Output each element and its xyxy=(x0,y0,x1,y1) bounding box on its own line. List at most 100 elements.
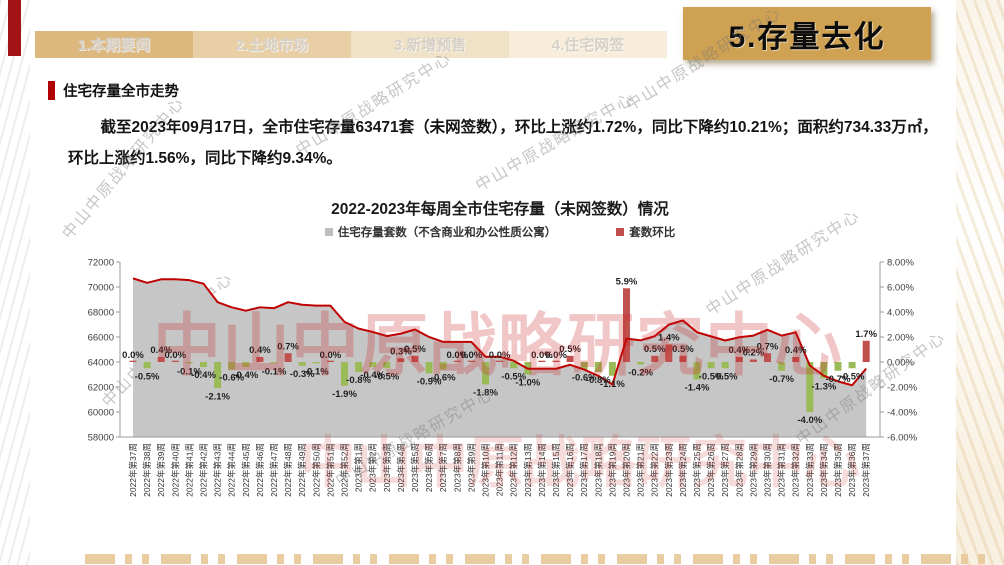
category-label: 2022年第52周 xyxy=(340,443,350,497)
bar-value-label: -4.0% xyxy=(797,415,822,426)
category-label: 2022年第43周 xyxy=(213,443,223,497)
category-label: 2023年第12周 xyxy=(509,443,519,497)
bar-value-label: -0.5% xyxy=(374,371,399,382)
left-edge-texture xyxy=(0,0,30,565)
bar-value-label: 0.0% xyxy=(461,350,483,361)
category-label: 2023年第5周 xyxy=(410,443,420,492)
category-label: 2022年第38周 xyxy=(142,443,152,497)
bar-value-label: -0.9% xyxy=(417,376,442,387)
category-label: 2022年第49周 xyxy=(297,443,307,497)
bar-value-label: -0.4% xyxy=(191,370,216,381)
chart-axes: 72000 70000 68000 66000 64000 62000 60000 58000… xyxy=(88,258,918,444)
tab-xinzeng-yushou[interactable]: 3.新增预售 xyxy=(351,31,509,58)
wow-bar xyxy=(820,362,828,379)
wow-bar xyxy=(566,355,574,362)
category-label: 2022年第51周 xyxy=(325,443,335,497)
category-label: 2022年第47周 xyxy=(269,443,279,497)
wow-bar xyxy=(228,362,236,370)
category-label: 2023年第19周 xyxy=(607,443,617,497)
wow-bar xyxy=(453,360,461,362)
category-label: 2023年第31周 xyxy=(777,443,787,497)
bar-value-label: -1.9% xyxy=(332,389,357,400)
wow-bar xyxy=(693,362,701,380)
category-label: 2023年第8周 xyxy=(452,443,462,492)
wow-bar xyxy=(129,360,137,362)
bar-value-label: -0.1% xyxy=(304,366,329,377)
category-label: 2023年第3周 xyxy=(382,443,392,492)
wow-bar xyxy=(411,355,419,362)
wow-bar xyxy=(806,362,814,412)
wow-bar xyxy=(651,355,659,362)
category-label: 2023年第24周 xyxy=(678,443,688,497)
legend-wow-label: 套数环比 xyxy=(629,227,676,239)
category-label: 2023年第32周 xyxy=(791,443,801,497)
bar-value-label: 5.9% xyxy=(616,276,638,287)
summary-paragraph: 截至2023年09月17日，全市住宅存量63471套（未网签数），环比上涨约1.… xyxy=(68,119,938,167)
left-tick-label: 62000 xyxy=(88,383,114,394)
category-label: 2023年第17周 xyxy=(579,443,589,497)
category-label: 2023年第22周 xyxy=(650,443,660,497)
bar-value-label: 0.0% xyxy=(446,350,468,361)
wow-bar xyxy=(482,362,489,385)
wow-bar xyxy=(510,362,518,369)
chart-title: 2022-2023年每周全市住宅存量（未网签数）情况 xyxy=(331,201,669,218)
category-label: 2022年第41周 xyxy=(184,443,194,497)
wow-bar xyxy=(157,357,165,362)
tab-benqi-yaowen[interactable]: 1.本期要闻 xyxy=(35,31,193,58)
right-edge-texture xyxy=(956,0,1004,565)
inventory-line xyxy=(132,277,867,387)
bar-value-label: -0.4% xyxy=(360,370,385,381)
category-label: 2023年第4周 xyxy=(396,443,406,492)
left-tick-label: 68000 xyxy=(88,308,114,319)
left-tick-label: 60000 xyxy=(88,408,114,419)
legend-red-swatch-icon xyxy=(616,228,625,236)
wow-bar xyxy=(270,362,278,364)
wow-bar xyxy=(735,357,743,362)
wow-bar xyxy=(200,362,207,367)
bar-value-label: -0.2% xyxy=(628,368,653,379)
bar-value-label: -1.3% xyxy=(811,381,836,392)
bar-value-label: 1.4% xyxy=(658,333,680,344)
category-label: 2022年第40周 xyxy=(170,443,180,497)
wow-bar xyxy=(580,362,588,370)
bar-value-label: 0.4% xyxy=(249,345,271,356)
bar-value-label: -0.5% xyxy=(713,371,738,382)
bar-value-label: 0.0% xyxy=(320,350,342,361)
right-tick-label: 2.00% xyxy=(887,333,914,344)
bar-value-label: -0.8% xyxy=(346,375,371,386)
bar-value-label: -0.7% xyxy=(826,374,851,385)
bar-value-label: -0.8% xyxy=(586,375,611,386)
category-label: 2023年第10周 xyxy=(481,443,491,497)
category-label: 2022年第44周 xyxy=(227,443,237,497)
bar-value-label: -1.1% xyxy=(600,379,625,390)
left-tick-label: 58000 xyxy=(88,433,114,444)
bar-value-label: -0.5% xyxy=(135,371,160,382)
category-label: 2023年第25周 xyxy=(692,443,702,497)
wow-bar xyxy=(439,362,447,370)
wow-bar xyxy=(834,362,842,371)
category-label: 2023年第14周 xyxy=(537,443,547,497)
category-label: 2023年第9周 xyxy=(466,443,476,492)
section-red-bar-icon xyxy=(48,81,55,100)
category-label: 2023年第15周 xyxy=(551,443,561,497)
wow-bar xyxy=(143,362,151,369)
section-header: 住宅存量全市走势 xyxy=(48,80,179,101)
wow-bar xyxy=(679,355,687,362)
category-label: 2023年第21周 xyxy=(636,443,646,497)
legend-inventory-label: 住宅存量套数（不含商业和办公性质公寓） xyxy=(337,227,557,239)
bar-value-label: 0.7% xyxy=(757,341,779,352)
bar-value-label: 0.5% xyxy=(559,344,581,355)
wow-bar xyxy=(185,362,193,364)
bar-value-label: -0.5% xyxy=(501,371,526,382)
right-tick-label: -2.00% xyxy=(887,383,918,394)
tab-zhuzhai-wangqian[interactable]: 4.住宅网签 xyxy=(509,31,667,58)
bar-value-label: -0.4% xyxy=(233,370,258,381)
category-label: 2022年第39周 xyxy=(156,443,166,497)
wow-bar xyxy=(665,344,673,362)
wow-bar xyxy=(608,362,616,376)
chart-bar-series xyxy=(129,288,870,412)
right-tick-label: 4.00% xyxy=(887,308,914,319)
tab-tudi-shichang[interactable]: 2.土地市场 xyxy=(193,31,351,58)
tab-cunliang-quhua-active[interactable]: 5.存量去化 xyxy=(683,7,931,60)
right-tick-label: 8.00% xyxy=(887,258,914,269)
